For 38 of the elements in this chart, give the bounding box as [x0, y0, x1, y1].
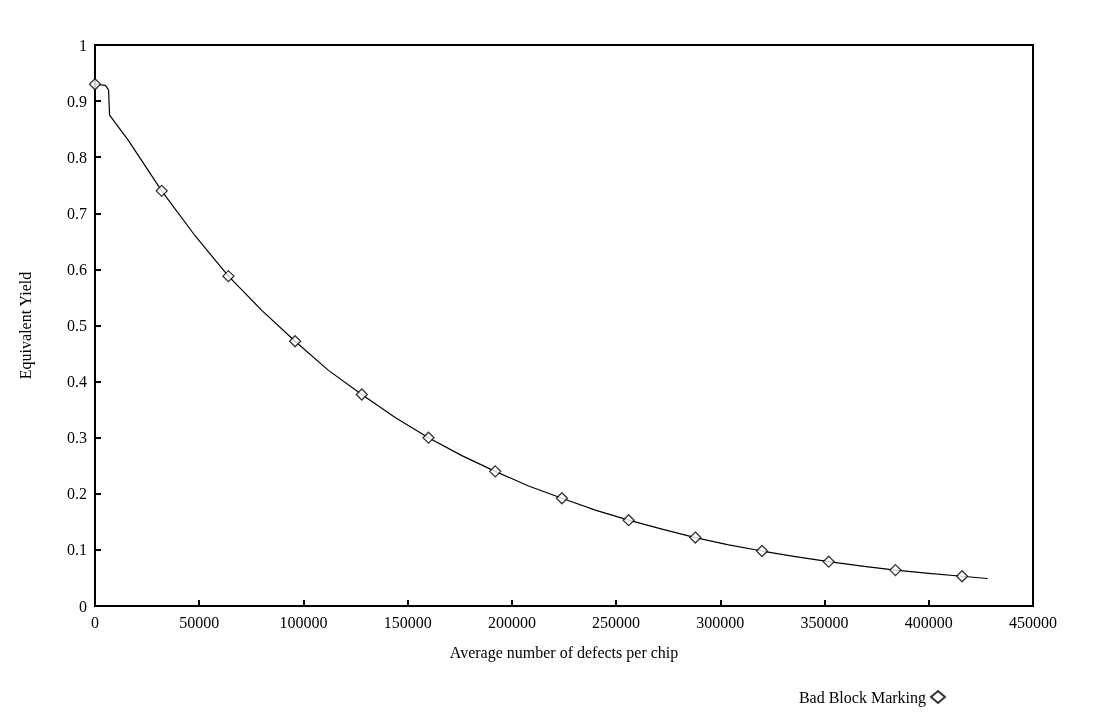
point — [755, 544, 769, 558]
y-tick-label: 0 — [79, 597, 87, 615]
y-tick-label: 0.1 — [67, 541, 87, 559]
point — [689, 531, 702, 544]
x-tick-label: 50000 — [179, 613, 220, 631]
x-tick-label: 0 — [91, 613, 99, 631]
y-tick-label: 1 — [79, 36, 87, 54]
point — [489, 465, 502, 478]
point — [88, 78, 102, 91]
point — [422, 431, 435, 444]
y-tick-label: 0.8 — [67, 148, 87, 166]
y-tick-label: 0.3 — [67, 429, 87, 447]
point — [355, 388, 368, 401]
point — [955, 570, 969, 583]
x-tick-label: 100000 — [279, 613, 328, 631]
point — [288, 335, 302, 348]
point — [822, 555, 835, 568]
y-tick-label: 0.5 — [67, 317, 87, 334]
x-tick-label: 150000 — [383, 613, 432, 631]
point — [889, 563, 902, 577]
y-tick-label: 0.6 — [67, 260, 87, 278]
x-axis-title: Average number of defects per chip — [449, 643, 679, 662]
point — [622, 514, 635, 527]
y-axis-title: Equivalent Yield — [16, 271, 35, 380]
y-tick-label: 0.2 — [67, 485, 87, 503]
x-tick-label: 400000 — [904, 613, 953, 631]
y-tick-label: 0.9 — [67, 92, 87, 110]
x-tick-label: 300000 — [696, 613, 745, 631]
x-tick-label: 200000 — [487, 613, 536, 631]
x-tick-label: 350000 — [800, 613, 849, 631]
legend-label: Bad Block Marking — [798, 688, 926, 707]
point — [555, 492, 569, 505]
point — [222, 269, 235, 283]
y-tick-label: 0.4 — [67, 373, 87, 391]
x-tick-label: 250000 — [592, 613, 641, 631]
x-tick-label: 450000 — [1009, 613, 1057, 631]
y-tick-label: 0.7 — [67, 204, 87, 222]
point — [155, 184, 168, 198]
